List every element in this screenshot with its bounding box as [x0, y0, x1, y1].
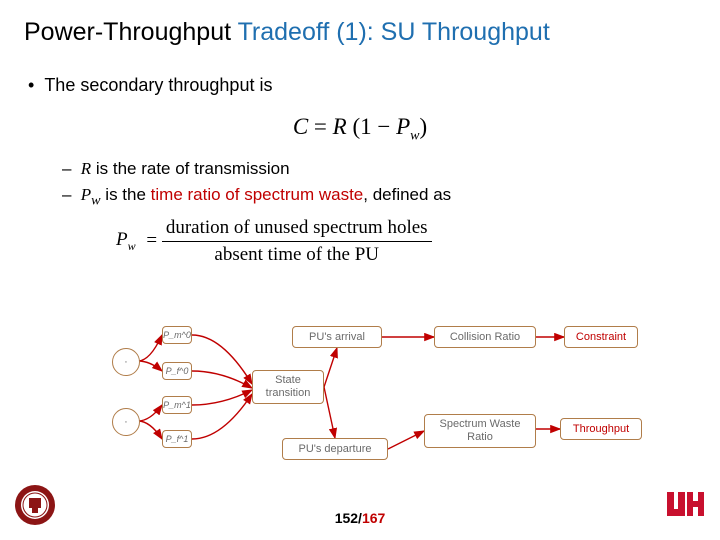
page-total: 167 — [362, 510, 385, 526]
title-part-black: Power-Throughput — [24, 18, 238, 46]
var-R: R — [81, 159, 91, 178]
page-number: 152/167 — [0, 510, 720, 526]
title-part-blue: Tradeoff (1): SU Throughput — [238, 18, 550, 46]
diagram-box-b-pu-dep: PU's departure — [282, 438, 388, 460]
eq1-C: C — [293, 114, 308, 139]
equation-c: C = R (1 − Pw) — [24, 114, 696, 145]
diagram-box-b-coll: Collision Ratio — [434, 326, 536, 348]
diagram-box-b-pu-arr: PU's arrival — [292, 326, 382, 348]
eq1-open: (1 − — [352, 114, 396, 139]
sub-pw-mid: is the — [101, 185, 151, 204]
flow-diagram: · · P_m^0 P_f^0 P_m^1 P_f^1 PU's arrival State … — [112, 318, 632, 478]
eq2-fraction: duration of unused spectrum holes absent… — [162, 217, 432, 266]
eq1-R: R — [333, 114, 347, 139]
diagram-box-b-state: State transition — [252, 370, 324, 404]
eq1-Psub: w — [410, 129, 419, 144]
eq2-P: P — [116, 229, 128, 250]
sub-pw-post: , defined as — [363, 185, 451, 204]
diagram-box-b-thru: Throughput — [560, 418, 642, 440]
slide-root: Power-Throughput Tradeoff (1): SU Throug… — [0, 0, 720, 540]
university-seal-left-icon — [14, 484, 56, 526]
eq2-eq: = — [146, 230, 157, 251]
diagram-box-b-const: Constraint — [564, 326, 638, 348]
diagram-prob-s2: P_f^0 — [162, 362, 192, 380]
diagram-node-c1: · — [112, 348, 140, 376]
bullet1-text: The secondary throughput is — [44, 75, 272, 95]
eq1-P: P — [396, 114, 410, 139]
diagram-node-c2: · — [112, 408, 140, 436]
var-P-sub: w — [91, 192, 100, 208]
diagram-prob-s4: P_f^1 — [162, 430, 192, 448]
eq2-den: absent time of the PU — [162, 242, 432, 266]
eq1-close: ) — [420, 114, 428, 139]
sub-bullet-R: – R is the rate of transmission — [62, 159, 696, 179]
sub-pw-red: time ratio of spectrum waste — [151, 185, 364, 204]
sub-bullet-Pw: – Pw is the time ratio of spectrum waste… — [62, 185, 696, 209]
eq2-num: duration of unused spectrum holes — [162, 217, 432, 242]
diagram-box-b-swr: Spectrum Waste Ratio — [424, 414, 536, 448]
bullet-secondary-throughput: • The secondary throughput is — [28, 75, 696, 96]
var-P: P — [81, 185, 91, 204]
eq2-Psub: w — [128, 239, 136, 253]
diagram-prob-s3: P_m^1 — [162, 396, 192, 414]
slide-title: Power-Throughput Tradeoff (1): SU Throug… — [24, 18, 696, 47]
sub-r-text: is the rate of transmission — [91, 159, 289, 178]
page-current: 152 — [335, 510, 358, 526]
uh-logo-icon — [664, 484, 706, 526]
equation-pw: Pw = duration of unused spectrum holes a… — [116, 217, 696, 266]
diagram-prob-s1: P_m^0 — [162, 326, 192, 344]
